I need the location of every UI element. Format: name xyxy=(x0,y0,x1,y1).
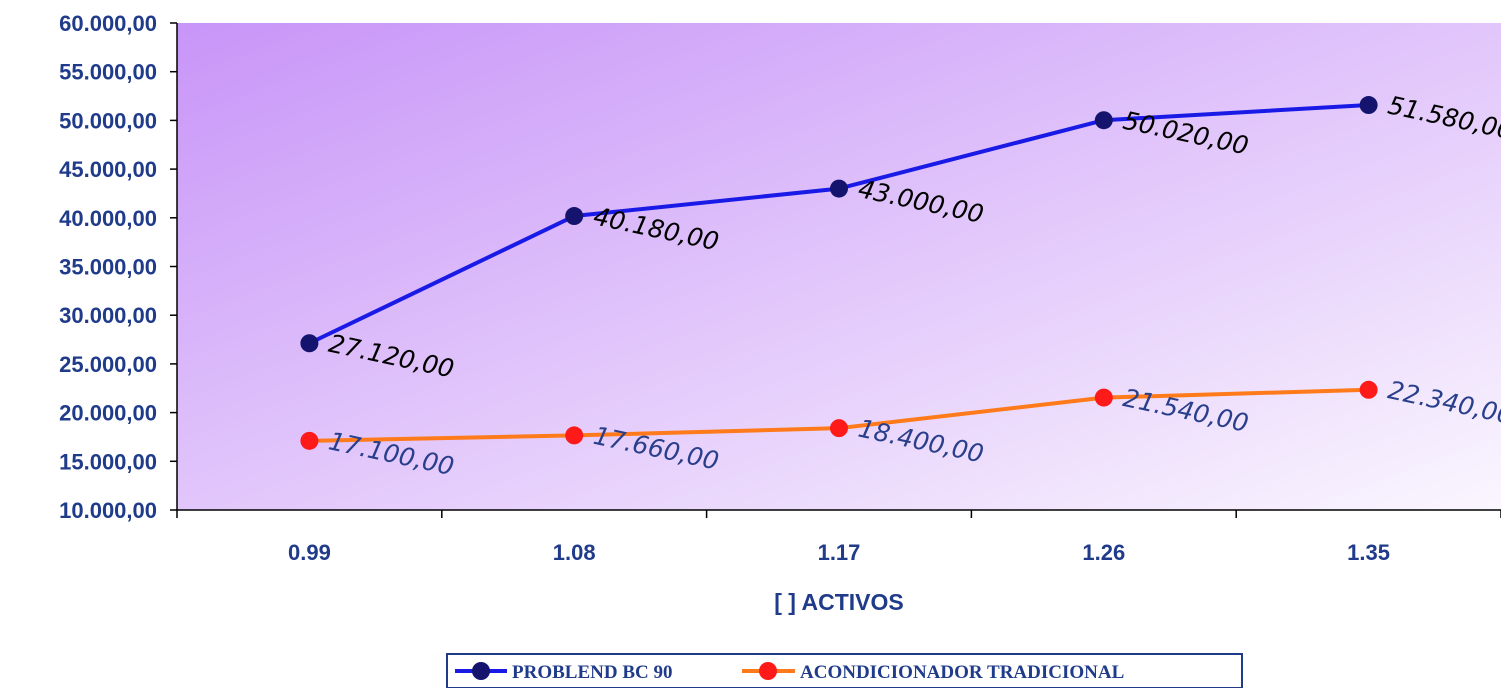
x-tick-label: 1.17 xyxy=(818,540,861,565)
y-tick-label: 50.000,00 xyxy=(59,108,157,133)
y-tick-label: 15.000,00 xyxy=(59,449,157,474)
x-axis-title: [ ] ACTIVOS xyxy=(774,589,903,615)
y-tick-label: 35.000,00 xyxy=(59,255,157,280)
legend-label-problend: PROBLEND BC 90 xyxy=(512,662,672,683)
data-point xyxy=(1094,111,1113,130)
data-point xyxy=(830,179,848,198)
x-axis: 0.99 1.08 1.17 1.26 1.35 xyxy=(176,509,1501,565)
data-point xyxy=(565,207,584,226)
legend-swatch-tradicional-marker xyxy=(759,662,777,680)
y-axis: 10.000,00 15.000,00 20.000,00 25.000,00 30.0… xyxy=(59,11,178,523)
x-tick-label: 1.08 xyxy=(553,540,596,565)
data-point xyxy=(300,334,319,353)
data-point xyxy=(1359,380,1378,399)
y-tick-label: 30.000,00 xyxy=(59,303,157,328)
series-layer xyxy=(300,96,1378,450)
data-point xyxy=(300,431,319,450)
legend-label-tradicional: ACONDICIONADOR TRADICIONAL xyxy=(800,662,1124,683)
x-tick-label: 0.99 xyxy=(288,540,331,565)
y-tick-label: 40.000,00 xyxy=(59,206,157,231)
y-tick-label: 45.000,00 xyxy=(59,157,157,182)
y-tick-label: 20.000,00 xyxy=(59,401,157,426)
y-tick-label: 60.000,00 xyxy=(59,11,157,36)
legend-box xyxy=(446,653,1243,688)
x-tick-label: 1.35 xyxy=(1347,540,1390,565)
legend-swatch-problend-marker xyxy=(472,662,490,680)
y-tick-label: 25.000,00 xyxy=(59,352,157,377)
data-point xyxy=(830,419,848,438)
data-point xyxy=(565,426,584,445)
x-tick-label: 1.26 xyxy=(1082,540,1125,565)
data-point xyxy=(1094,388,1113,407)
data-point xyxy=(1359,96,1378,115)
legend: PROBLEND BC 90 ACONDICIONADOR TRADICIONA… xyxy=(446,653,1243,688)
y-tick-label: 55.000,00 xyxy=(59,60,157,85)
y-tick-label: 10.000,00 xyxy=(59,498,157,523)
